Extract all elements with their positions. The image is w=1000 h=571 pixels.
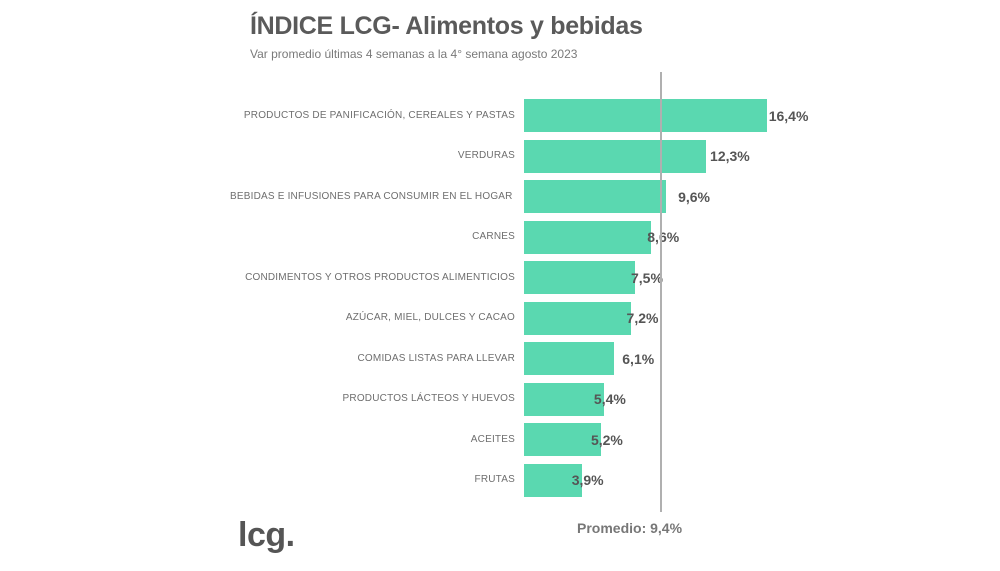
bar-row: CONDIMENTOS Y OTROS PRODUCTOS ALIMENTICI… [0, 261, 1000, 294]
bar [524, 301, 631, 335]
bar-row: CARNES 8,6% [0, 220, 1000, 254]
category-label: ACEITES [470, 433, 515, 445]
bar [524, 99, 767, 132]
bar [524, 220, 652, 254]
value-label: 16,4% [768, 107, 809, 124]
category-label: VERDURAS [457, 150, 515, 161]
bar [524, 342, 615, 375]
average-reference-line [660, 72, 662, 512]
category-label: CONDIMENTOS Y OTROS PRODUCTOS ALIMENTICI… [245, 271, 515, 283]
average-label: Promedio: 9,4% [577, 520, 683, 536]
value-label: 8,6% [647, 229, 680, 245]
value-label: 5,4% [593, 391, 626, 407]
category-label: FRUTAS [474, 474, 515, 485]
value-label: 7,2% [626, 310, 659, 326]
value-label: 12,3% [710, 148, 750, 164]
bar [524, 139, 707, 173]
bar [524, 261, 635, 294]
category-label: CARNES [472, 231, 515, 242]
value-label: 9,6% [678, 188, 710, 205]
category-label: PRODUCTOS LÁCTEOS Y HUEVOS [342, 393, 515, 404]
category-label: AZÚCAR, MIEL, DULCES Y CACAO [345, 312, 515, 323]
lcg-logo: lcg. [238, 516, 295, 554]
chart-title: ÍNDICE LCG- Alimentos y bebidas [250, 12, 643, 40]
category-label: BEBIDAS E INFUSIONES PARA CONSUMIR EN EL… [230, 190, 513, 202]
bar [524, 180, 667, 213]
bar-row: PRODUCTOS DE PANIFICACIÓN, CEREALES Y PA… [0, 99, 1000, 132]
bar [524, 382, 604, 416]
chart-subtitle: Var promedio últimas 4 semanas a la 4° s… [250, 47, 578, 61]
category-label: COMIDAS LISTAS PARA LLEVAR [357, 352, 515, 364]
value-label: 3,9% [571, 472, 604, 488]
bar-row: FRUTAS 3,9% [0, 463, 1000, 497]
bar-row: BEBIDAS E INFUSIONES PARA CONSUMIR EN EL… [0, 180, 1000, 213]
bar [524, 423, 601, 456]
bar-row: COMIDAS LISTAS PARA LLEVAR 6,1% [0, 342, 1000, 375]
bar-row: ACEITES 5,2% [0, 423, 1000, 456]
value-label: 6,1% [622, 350, 655, 367]
bar-row: AZÚCAR, MIEL, DULCES Y CACAO 7,2% [0, 301, 1000, 335]
bar-row: PRODUCTOS LÁCTEOS Y HUEVOS 5,4% [0, 382, 1000, 416]
bar-row: VERDURAS 12,3% [0, 139, 1000, 173]
value-label: 5,2% [590, 431, 623, 448]
value-label: 7,5% [631, 269, 663, 286]
category-label: PRODUCTOS DE PANIFICACIÓN, CEREALES Y PA… [243, 109, 515, 121]
bar [524, 463, 582, 497]
